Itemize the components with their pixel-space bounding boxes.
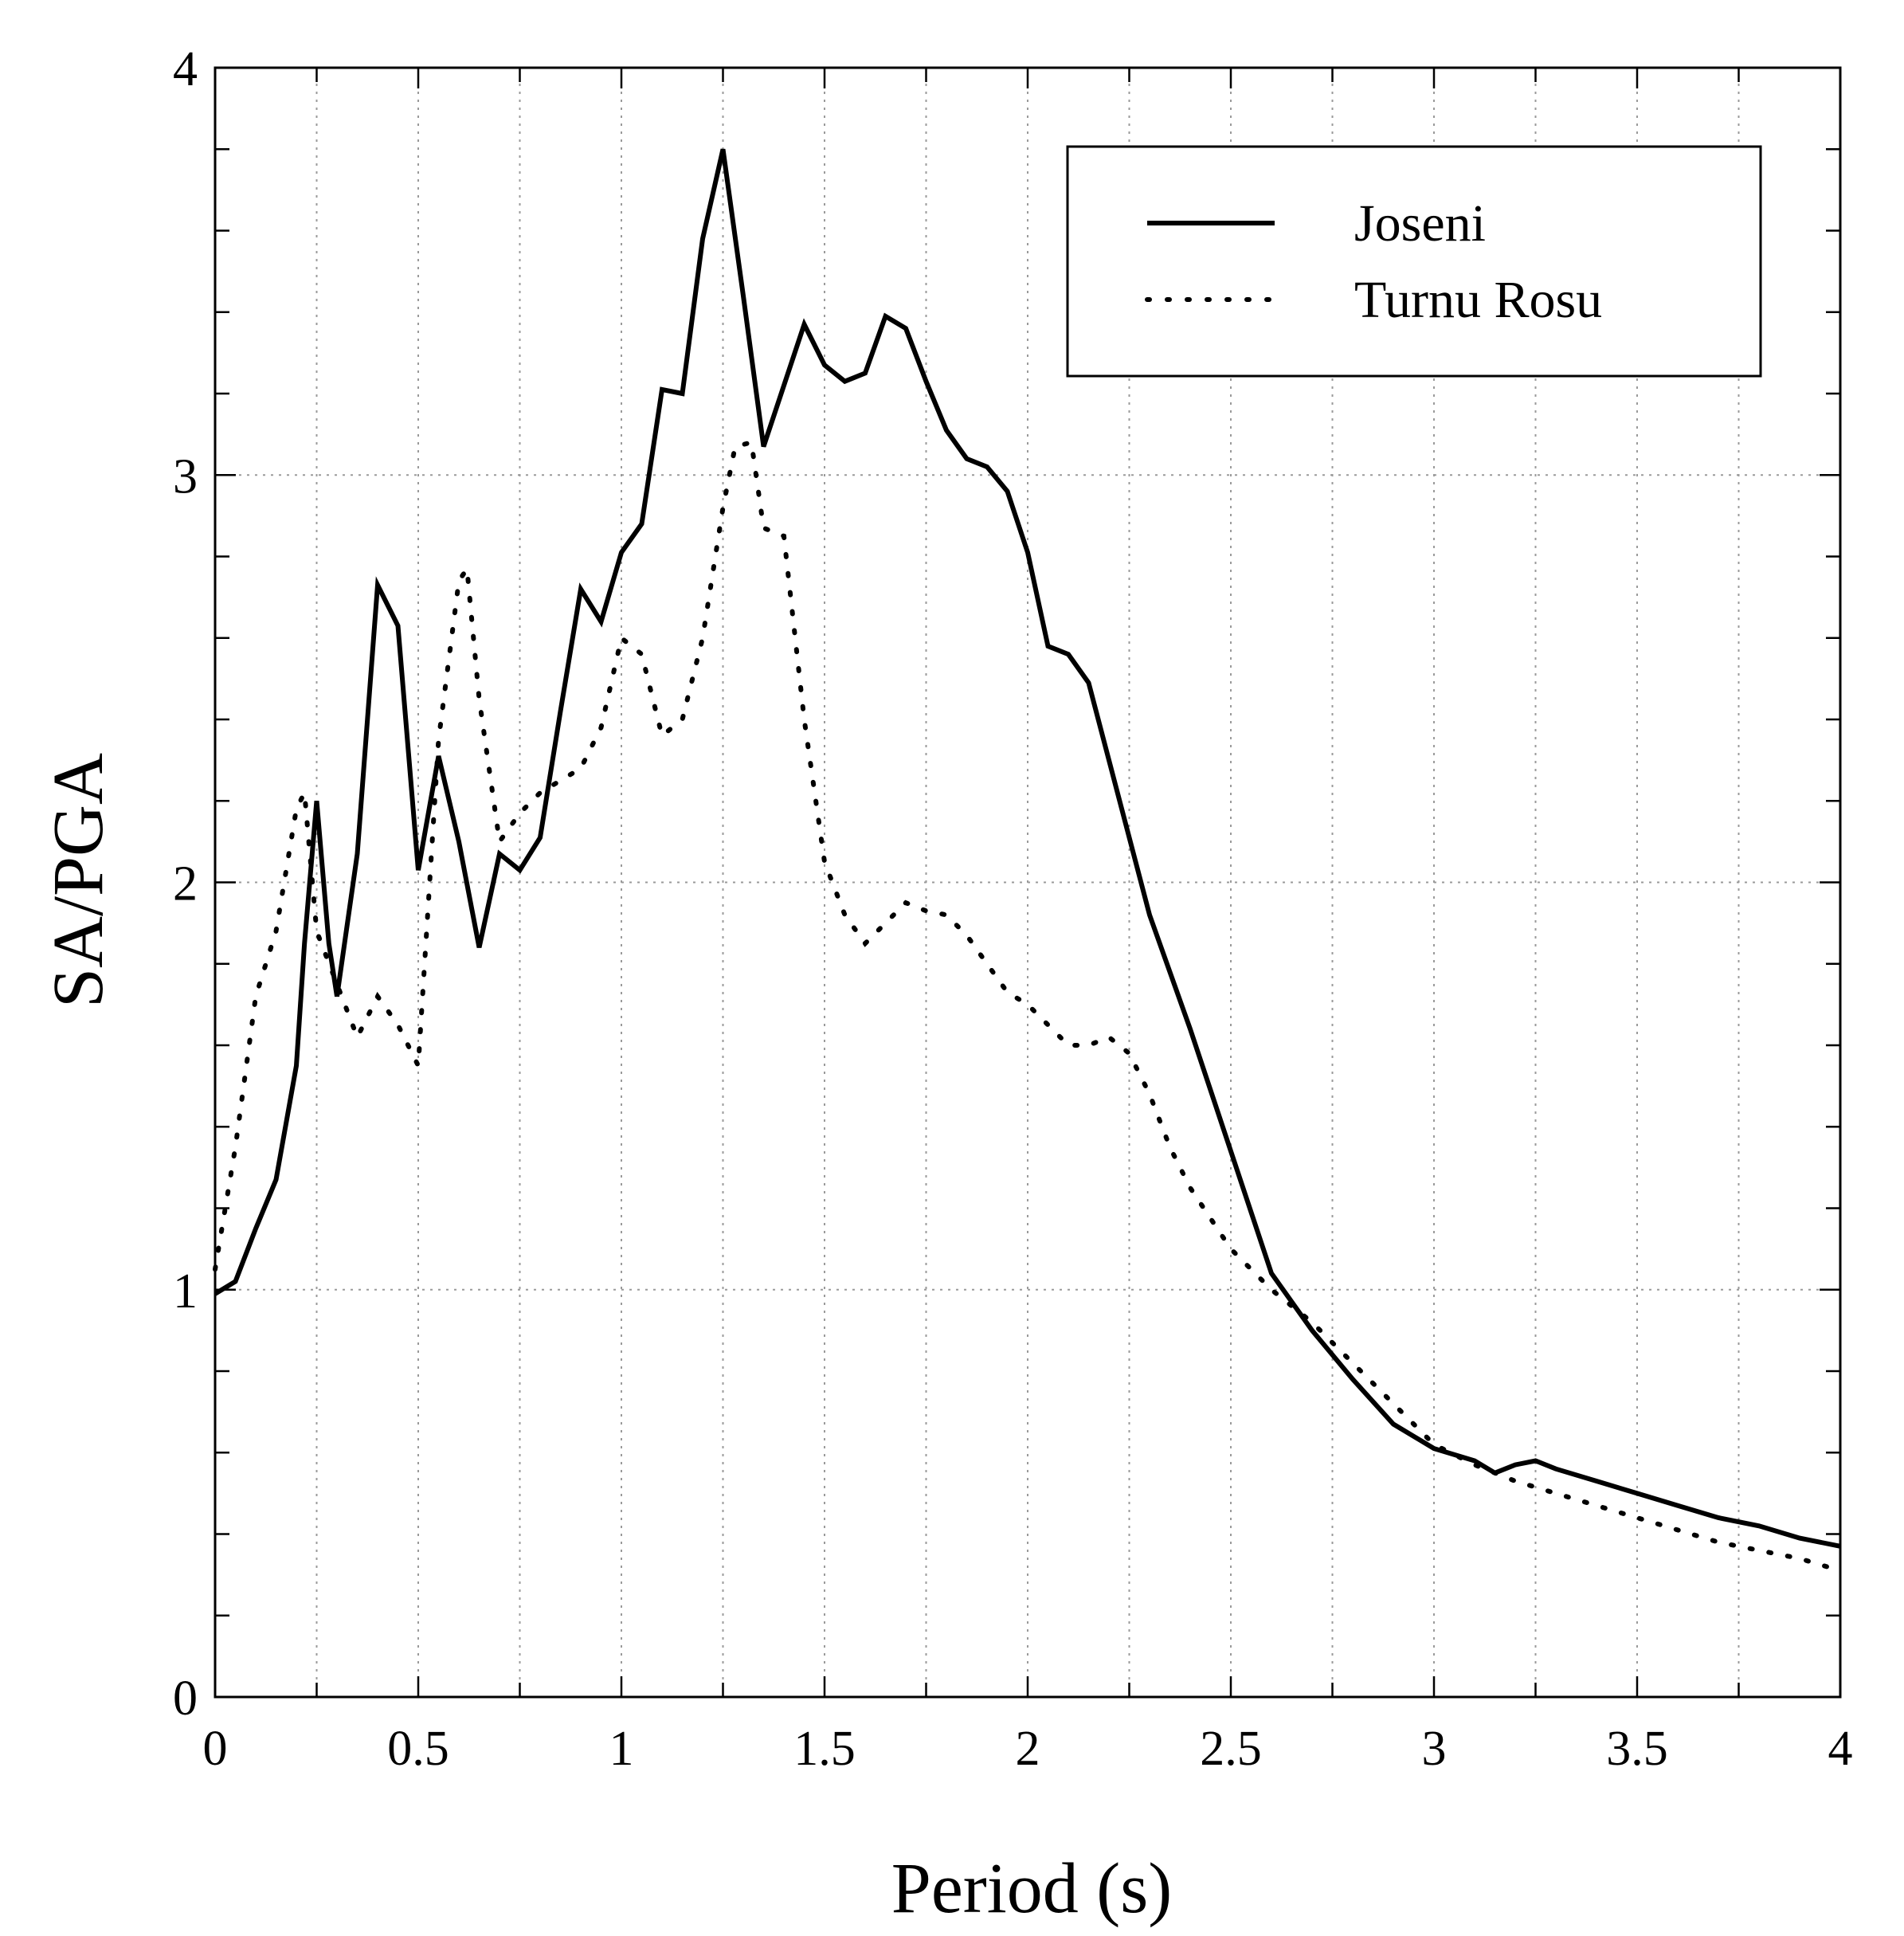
legend-label-turnu-rosu: Turnu Rosu (1354, 271, 1602, 329)
x-tick-label: 1.5 (793, 1722, 856, 1776)
y-tick-label: 3 (173, 449, 198, 504)
plot-frame (214, 66, 1842, 1699)
y-tick-label: 0 (173, 1671, 198, 1726)
series-layer (213, 148, 1843, 1573)
x-axis-title: Period (s) (891, 1849, 1172, 1928)
x-tick-label: 3.5 (1606, 1722, 1668, 1776)
legend-box (1066, 145, 1762, 378)
minor-ticks (215, 68, 1840, 1697)
legend: Joseni Turnu Rosu (1066, 145, 1762, 378)
x-tick-label: 1 (609, 1722, 634, 1776)
y-axis-title: SA/PGA (39, 753, 118, 1008)
legend-label-joseni: Joseni (1354, 194, 1486, 253)
y-tick-label: 2 (173, 857, 198, 911)
series-line-turnu-rosu (213, 439, 1843, 1573)
x-tick-label: 2.5 (1200, 1722, 1262, 1776)
x-tick-label: 4 (1828, 1722, 1853, 1776)
x-tick-label: 2 (1016, 1722, 1040, 1776)
y-tick-labels: 0 1 2 3 4 (173, 42, 198, 1726)
y-tick-label: 1 (173, 1264, 198, 1319)
x-tick-label: 0.5 (387, 1722, 449, 1776)
y-tick-label: 4 (173, 42, 198, 96)
x-tick-label: 0 (203, 1722, 228, 1776)
x-tick-label: 3 (1422, 1722, 1447, 1776)
x-tick-labels: 0 0.5 1 1.5 2 2.5 3 3.5 4 (203, 1722, 1853, 1776)
series-line-joseni (214, 148, 1841, 1549)
